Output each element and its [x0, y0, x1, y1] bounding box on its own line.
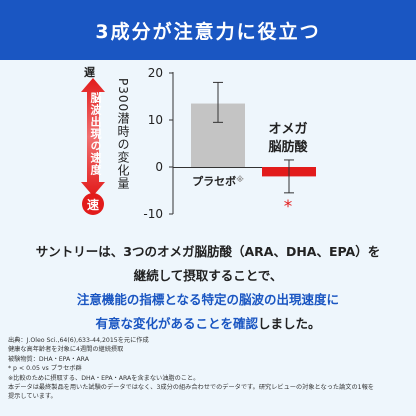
y-tick-label: 0: [155, 160, 163, 174]
y-tick-label: 20: [148, 66, 163, 80]
slow-label: 遅: [84, 66, 95, 79]
y-tick-label: -10: [143, 207, 163, 221]
footnotes: 出典：J.Oleo Sci.,64(6),633-44,2015を元に作成 健康…: [8, 336, 408, 402]
body-highlight: 有意な変化があることを確認: [95, 316, 258, 331]
banner-title: 3成分が注意力に役立つ: [95, 20, 321, 43]
body-line-4-end: しました。: [258, 316, 321, 331]
speed-arrow: [81, 78, 105, 196]
error-bar-placebo: [213, 81, 223, 123]
body-line-4: 有意な変化があることを確認しました。: [0, 312, 416, 336]
footnote: * p < 0.05 vs プラセボ群: [8, 365, 82, 373]
y-tick-label: 10: [148, 113, 163, 127]
category-label-omega-2: 脳肪酸: [268, 139, 308, 155]
y-axis-label: P300潜時の変化量: [116, 78, 130, 191]
body-line-2: 継続して摂取することで、: [133, 268, 283, 283]
body-line-1: サントリーは、3つのオメガ脳肪酸（ARA、DHA、EPA）を: [35, 244, 381, 259]
category-label-omega-1: オメガ: [268, 122, 307, 137]
footnote: 提示しています。: [8, 393, 57, 401]
footnote: 出典：J.Oleo Sci.,64(6),633-44,2015を元に作成: [8, 337, 149, 344]
speed-label: 脳波出現の速度: [89, 92, 102, 176]
category-label-placebo: プラセボ※: [192, 174, 244, 188]
footnote: 本データは最終製品を用いた試験のデータではなく、3成分の組み合わせでのデータです…: [8, 384, 374, 392]
header-banner: 3成分が注意力に役立つ: [0, 0, 416, 60]
footnote: 健康な高年齢者を対象に4週間の継続摂取: [8, 346, 124, 354]
bar-chart: -10 0 10 20 プラセボ※ オメガ 脳肪酸 *: [143, 66, 316, 221]
fast-badge: 速: [82, 193, 104, 215]
significance-marker: *: [284, 197, 293, 217]
error-bar-omega: [284, 159, 294, 194]
body-line-3: 注意機能の指標となる特定の脳波の出現速度に: [76, 292, 340, 307]
footnote: 被験物質：DHA・EPA・ARA: [8, 355, 89, 363]
footnote: ※比較のために摂取する、DHA・EPA・ARAを含まない油脂のこと。: [8, 374, 200, 382]
